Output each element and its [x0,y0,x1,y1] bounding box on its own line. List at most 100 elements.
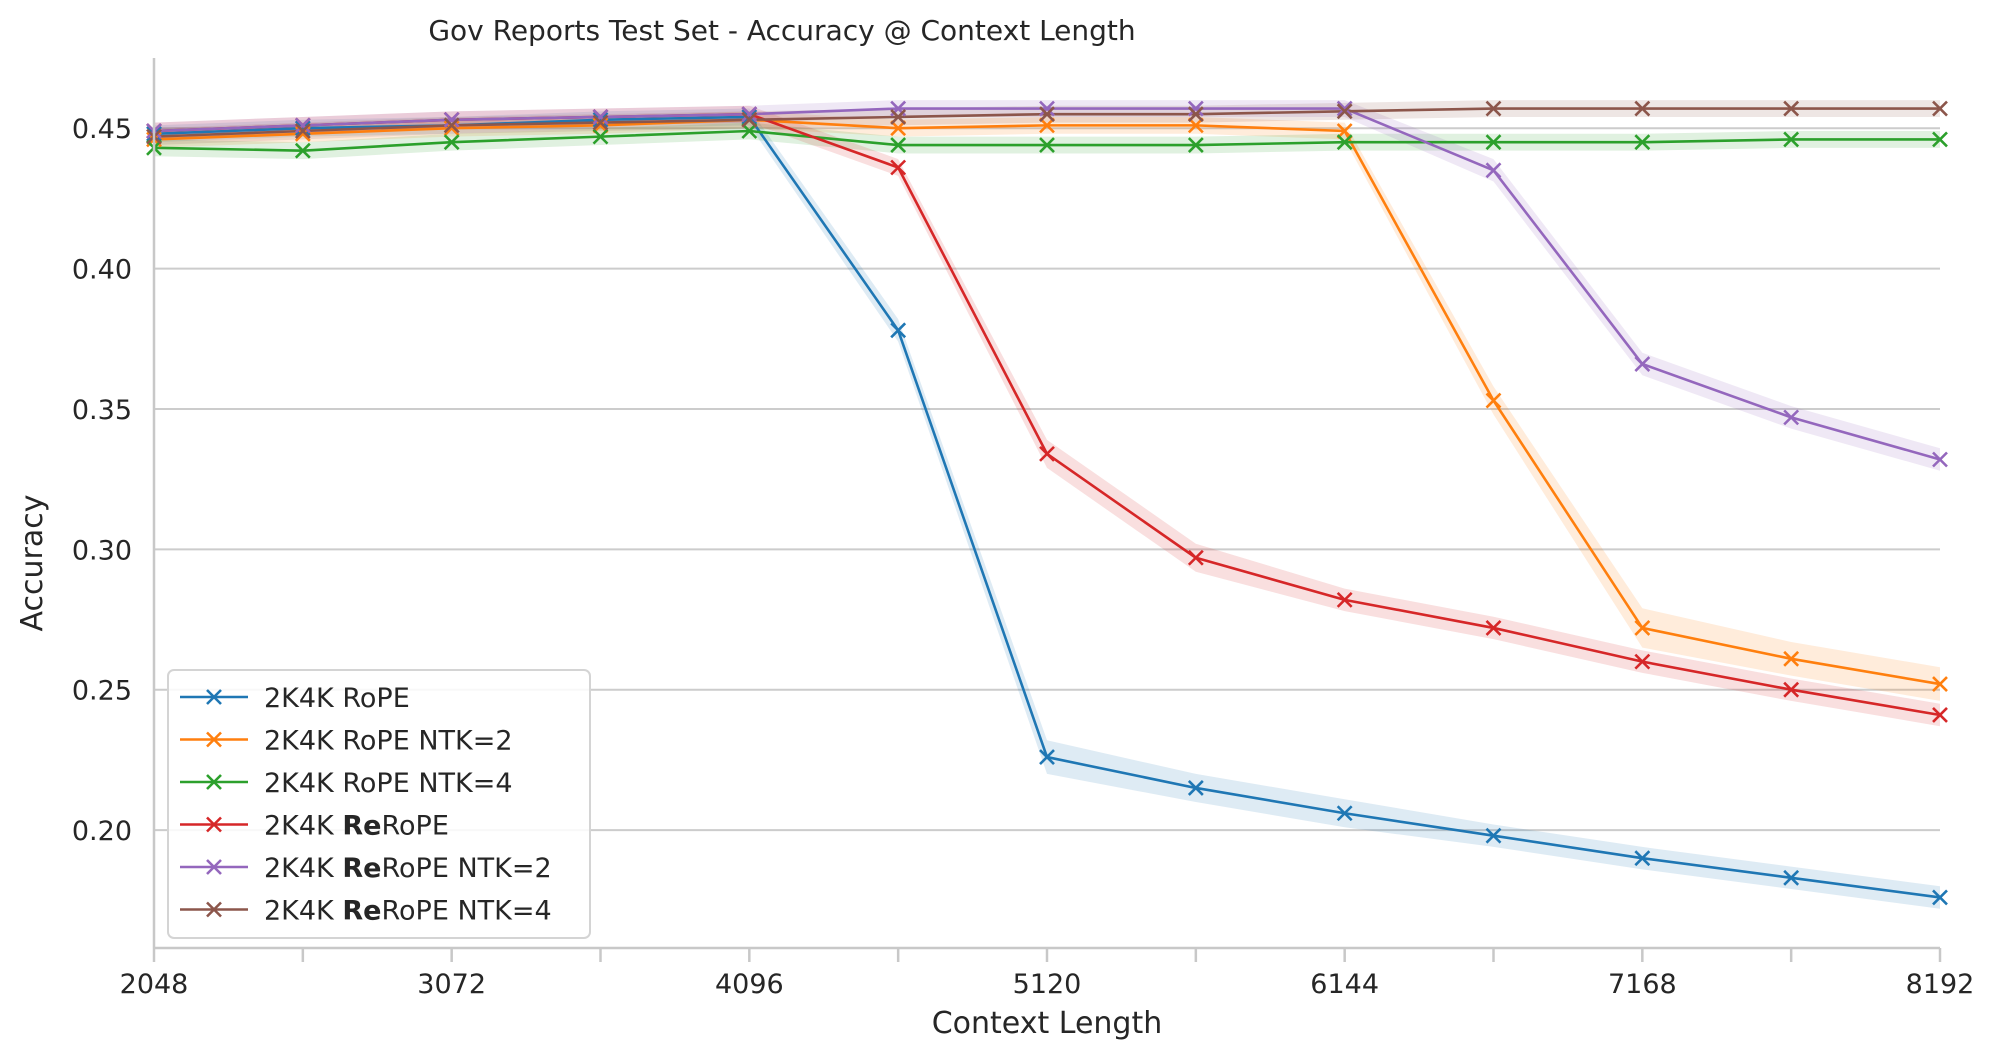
data-point [1039,749,1055,766]
data-point-stroke [1336,805,1353,822]
x-tick-label: 3072 [417,969,486,1000]
data-point [1336,134,1353,151]
data-point [1336,591,1353,608]
data-point [1336,805,1353,822]
data-point-stroke [741,123,758,139]
data-point [1932,889,1948,906]
data-point-stroke [294,117,311,134]
data-point-stroke [1336,134,1353,151]
data-point [1336,123,1353,139]
data-point [1336,103,1353,120]
x-tick-label: 8192 [1906,969,1975,1000]
data-point-stroke [592,109,609,125]
legend-entry: 2K4K RoPE [180,683,410,714]
data-point-stroke [592,111,609,128]
data-point-stroke [741,111,758,128]
legend-label: 2K4K RoPE [264,683,410,714]
data-point [294,123,311,139]
data-point [1634,620,1651,636]
data-point-stroke [1634,653,1651,670]
data-point-stroke [592,128,609,145]
y-tick-label: 0.45 [72,114,132,145]
data-point-stroke [1783,131,1800,148]
data-point [1187,100,1204,117]
data-point [890,322,907,339]
data-point-stroke [1634,850,1651,867]
legend-box [167,669,591,939]
legend-label-part: RoPE [381,811,448,842]
data-point [592,114,609,131]
data-point [294,142,311,159]
x-axis-label: Context Length [932,1006,1163,1041]
legend-label: 2K4K ReRoPE NTK=2 [264,853,552,884]
data-point [1336,100,1353,117]
data-point-stroke [1336,103,1353,120]
legend-label-bold-part: Re [342,896,381,927]
data-point [1485,827,1502,844]
data-point-stroke [1485,827,1502,844]
data-point-stroke [1039,445,1055,462]
legend-label-part: 2K4K RoPE NTK=4 [264,768,513,799]
legend-swatch-marker [206,816,222,833]
data-point-stroke [1932,889,1948,906]
x-tick-label: 5120 [1013,969,1082,1000]
legend-entry: 2K4K ReRoPE [180,811,449,842]
legend-entry: 2K4K RoPE NTK=4 [180,768,513,799]
data-point [1634,850,1651,867]
data-point-stroke [741,106,758,123]
y-axis-label: Accuracy [15,495,50,632]
legend-swatch-marker [206,859,222,875]
data-point-stroke [443,117,460,134]
legend-entry: 2K4K RoPE NTK=2 [180,726,513,757]
data-point-stroke [1634,620,1651,636]
data-point [592,128,609,145]
series-band [154,100,1940,146]
data-point [890,137,907,153]
data-point-stroke [443,134,460,151]
data-point-stroke [1783,100,1800,117]
data-point [1634,134,1651,151]
data-point [1783,100,1800,117]
data-point-stroke [443,111,460,128]
data-point-stroke [1485,134,1502,151]
data-point [443,134,460,151]
data-point [1485,100,1502,117]
y-axis-ticks: 0.20 0.25 0.30 0.35 0.40 0.45 [72,114,132,847]
data-point-stroke [1039,749,1055,766]
data-point [1485,162,1502,179]
x-tick-label: 7168 [1608,969,1677,1000]
data-point-stroke [1485,100,1502,117]
data-point-stroke [1634,134,1651,151]
y-tick-label: 0.20 [72,816,132,847]
data-point-stroke [1187,549,1204,566]
data-point [1187,780,1204,796]
legend-label: 2K4K ReRoPE NTK=4 [264,896,552,927]
data-point-stroke [1336,100,1353,117]
legend-label-part: 2K4K RoPE NTK=2 [264,726,513,757]
data-point [890,120,907,137]
legend-label-bold-part: Re [342,853,381,884]
data-point [1485,620,1502,636]
data-point [1932,100,1948,117]
data-point [741,109,758,125]
data-point [1039,106,1055,123]
data-point [1485,392,1502,409]
legend-label: 2K4K RoPE NTK=2 [264,726,513,757]
data-point [1039,117,1055,134]
data-point [1187,117,1204,134]
data-point [890,159,907,176]
data-point-stroke [890,159,907,176]
legend-entry: 2K4K ReRoPE NTK=4 [180,896,552,927]
x-tick-label: 4096 [715,969,784,1000]
data-point-stroke [1783,869,1800,886]
legend-entry: 2K4K ReRoPE NTK=2 [180,853,552,884]
data-point-stroke [1932,131,1948,148]
legend-label-part: 2K4K [264,853,342,884]
legend-swatch-marker [206,731,222,748]
x-axis-ticks: 2048 3072 4096 5120 6144 7168 8192 [120,948,1975,1000]
data-point [1932,707,1948,723]
legend-label-part: RoPE NTK=2 [381,853,551,884]
series-band [154,108,1940,909]
data-point-stroke [1783,650,1800,667]
